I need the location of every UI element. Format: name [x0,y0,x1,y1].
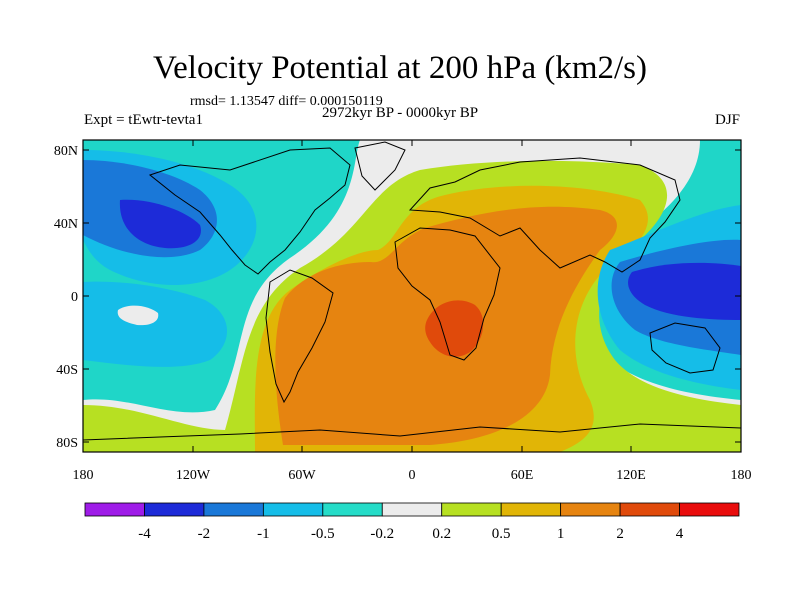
south-america-outline [265,269,334,404]
period-label: 2972kyr BP - 0000kyr BP [322,105,479,121]
y-tick-label: 0 [71,290,78,305]
field-light-eastpacific [117,305,159,326]
stats-line: rmsd= 1.13547 diff= 0.000150119 [190,94,383,109]
colorbar-box [619,502,680,517]
colorbar-label: 2 [616,526,624,542]
field-light-arctic [360,140,700,153]
colorbar-box [381,502,443,517]
colorbar-label: -0.2 [370,526,394,542]
contour-field [83,140,741,452]
colorbar-boxes [84,502,740,517]
axis-ticks [82,140,742,452]
y-tick-label: 40N [54,217,78,232]
greenland-outline [354,141,406,191]
x-axis-labels: 180 120W 60W 0 60E 120E 180 [73,468,752,483]
antarctica-outline [83,423,741,441]
y-axis-labels: 80N 40N 0 40S 80S [54,144,78,451]
x-tick-label: 60W [288,468,316,483]
colorbar-label: 4 [676,526,684,542]
colorbar-label: -4 [138,526,151,542]
x-tick-label: 60E [511,468,534,483]
season-label: DJF [714,112,740,128]
field-deep-blue-wpacific [628,262,741,320]
colorbar-label: 0.2 [432,526,451,542]
field-cyan-eastpacific [83,281,228,367]
colorbar-box [322,502,383,517]
field-red-core [425,300,484,357]
y-tick-label: 80S [56,436,78,451]
colorbar-box [262,502,324,517]
colorbar-box [560,502,621,517]
colorbar-box [679,502,740,517]
colorbar-label: -0.5 [311,526,335,542]
colorbar-labels: -4 -2 -1 -0.5 -0.2 0.2 0.5 1 2 4 [138,526,684,542]
colorbar-label: -2 [198,526,211,542]
y-tick-label: 80N [54,144,78,159]
x-tick-label: 180 [73,468,94,483]
x-tick-label: 120W [176,468,211,483]
x-tick-label: 120E [616,468,646,483]
colorbar-box [203,502,264,517]
colorbar-label: 0.5 [492,526,511,542]
colorbar-box [500,502,562,517]
x-tick-label: 180 [731,468,752,483]
field-deep-blue-npacific [119,199,201,249]
colorbar-label: 1 [557,526,565,542]
x-tick-label: 0 [409,468,416,483]
y-tick-label: 40S [56,363,78,378]
colorbar-box [441,502,502,517]
colorbar-box [144,502,205,517]
colorbar-label: -1 [257,526,270,542]
eurasia-outline [408,157,681,273]
coastlines [83,141,741,441]
colorbar-box [84,502,145,517]
north-america-outline [148,147,351,275]
africa-outline [394,227,501,361]
australia-outline [649,322,721,374]
map-title: Velocity Potential at 200 hPa (km2/s) [152,50,648,86]
experiment-label: Expt = tEwtr-tevta1 [84,112,203,128]
